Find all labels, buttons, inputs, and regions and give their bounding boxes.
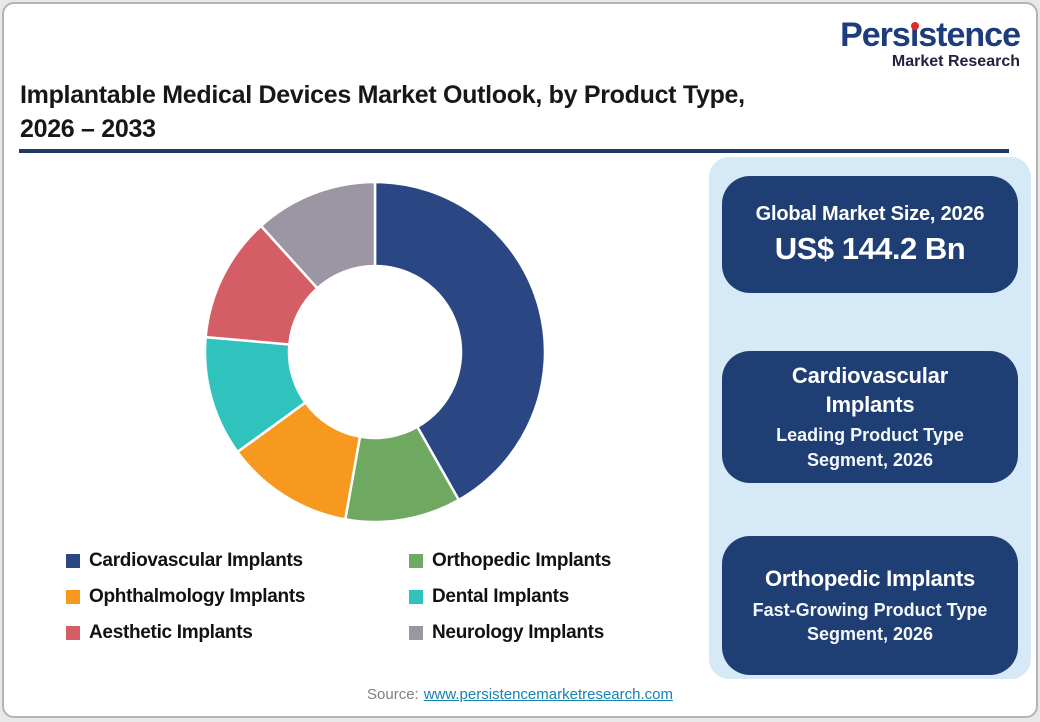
card-fast-growing-segment-subtitle: Fast-Growing Product Type Segment, 2026 — [752, 599, 988, 644]
logo-i-letter: ı — [909, 16, 920, 54]
card-global-market-size-title: Global Market Size, 2026 — [755, 202, 985, 225]
chart-legend: Cardiovascular Implants Orthopedic Implan… — [66, 550, 611, 644]
legend-label: Aesthetic Implants — [89, 622, 253, 643]
legend-item: Dental Implants — [409, 586, 611, 608]
source-link[interactable]: www.persistencemarketresearch.com — [423, 686, 673, 703]
card-leading-segment-title: Cardiovascular Implants — [791, 363, 949, 417]
logo: Persı stence Market Research — [840, 16, 1021, 71]
highlight-panel: Global Market Size, 2026 US$ 144.2 Bn Ca… — [709, 157, 1031, 679]
legend-label: Ophthalmology Implants — [89, 586, 306, 607]
title-line2: 2026 – 2033 — [20, 115, 156, 143]
card-fast-growing-segment-title: Orthopedic Implants — [764, 565, 976, 591]
legend-swatch-icon — [409, 590, 423, 604]
source-label: Source: — [367, 686, 419, 703]
logo-red-dot-icon — [910, 22, 919, 30]
page-title: Implantable Medical Devices Market Outlo… — [20, 78, 745, 146]
card-fast-growing-segment: Orthopedic Implants Fast-Growing Product… — [722, 536, 1018, 675]
card-global-market-size-value: US$ 144.2 Bn — [774, 230, 966, 266]
legend-swatch-icon — [66, 554, 80, 568]
donut-segment-neurology-implants — [259, 180, 377, 290]
legend-swatch-icon — [409, 626, 423, 640]
legend-label: Cardiovascular Implants — [89, 550, 303, 571]
legend-item: Cardiovascular Implants — [66, 550, 409, 572]
legend-label: Dental Implants — [432, 586, 569, 607]
card-leading-segment: Cardiovascular Implants Leading Product … — [722, 351, 1018, 483]
donut-chart — [203, 180, 547, 524]
legend-label: Neurology Implants — [432, 622, 604, 643]
card-leading-segment-subtitle: Leading Product Type Segment, 2026 — [776, 425, 964, 470]
title-underline — [19, 149, 1009, 153]
legend-swatch-icon — [66, 590, 80, 604]
logo-wordmark: Persı stence — [840, 16, 1021, 54]
legend-swatch-icon — [409, 554, 423, 568]
logo-subtitle: Market Research — [891, 53, 1020, 70]
legend-item: Orthopedic Implants — [409, 550, 611, 572]
title-line1: Implantable Medical Devices Market Outlo… — [20, 81, 745, 109]
legend-swatch-icon — [66, 626, 80, 640]
legend-item: Ophthalmology Implants — [66, 586, 409, 608]
source-line: Source: www.persistencemarketresearch.com — [4, 686, 1036, 703]
legend-item: Neurology Implants — [409, 622, 611, 644]
legend-label: Orthopedic Implants — [432, 550, 612, 571]
donut-segment-cardiovascular-implants — [373, 180, 547, 502]
legend-item: Aesthetic Implants — [66, 622, 409, 644]
card-global-market-size: Global Market Size, 2026 US$ 144.2 Bn — [722, 176, 1018, 293]
